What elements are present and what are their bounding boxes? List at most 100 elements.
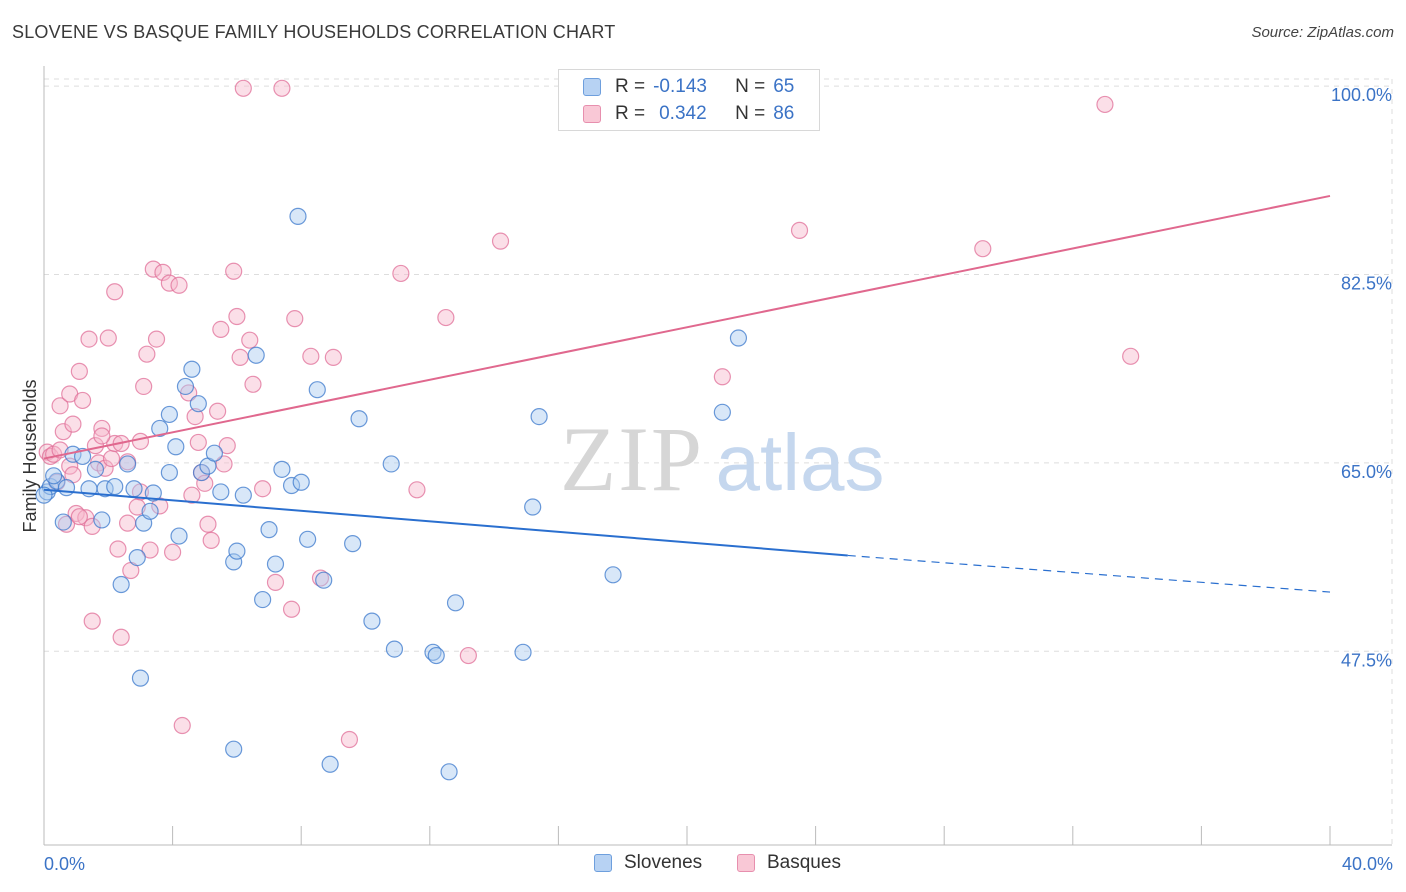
slovenes-n-value: 65 (773, 76, 795, 97)
basques-point (147, 330, 166, 348)
slovenes-point (440, 763, 458, 781)
slovenes-point (170, 527, 188, 545)
slovenes-point (160, 463, 178, 482)
slovenes-point (228, 542, 246, 560)
slovenes-point (212, 483, 230, 501)
slovenes-points (35, 207, 748, 781)
basques-point (713, 368, 731, 386)
slovenes-point (289, 207, 307, 225)
slovenes-point (282, 476, 301, 495)
basques-point (186, 407, 204, 426)
basques-r-value: 0.342 (659, 103, 707, 124)
slovenes-point (604, 566, 622, 584)
basques-point (83, 517, 101, 535)
y-tick-label: 82.5% (1341, 274, 1392, 294)
watermark: ZIP atlas (560, 408, 884, 510)
basques-trend-line (43, 194, 1331, 460)
slovenes-point (225, 553, 243, 571)
y-tick-label: 47.5% (1341, 650, 1392, 670)
basques-points (38, 79, 1140, 749)
slovenes-point (424, 643, 442, 661)
slovenes-swatch (583, 78, 601, 96)
slovenes-point (299, 530, 317, 548)
basques-point (80, 330, 98, 348)
basques-point (459, 646, 477, 665)
series-legend: Slovenes Basques (0, 852, 1406, 878)
basques-point (51, 397, 69, 415)
basques-point (1122, 347, 1140, 365)
slovenes-point (35, 486, 53, 504)
slovenes-point (266, 555, 285, 573)
basques-point (228, 307, 246, 326)
slovenes-point (363, 612, 381, 630)
basques-point (196, 474, 214, 492)
slovenes-point (344, 535, 362, 553)
slovenes-point (141, 502, 159, 520)
basques-point (790, 221, 809, 239)
y-tick-label: 65.0% (1341, 462, 1392, 482)
correlation-legend: R = -0.143 N = 65 R = 0.342 N = 86 (558, 69, 820, 131)
basques-point (209, 402, 227, 420)
slovenes-point (151, 419, 169, 438)
basques-point (144, 260, 162, 278)
basques-point (173, 716, 191, 735)
basques-legend-swatch (737, 854, 755, 872)
slovenes-point (385, 640, 404, 658)
basques-point (974, 240, 992, 258)
slovenes-trend-extension (847, 554, 1331, 593)
legend-row-basques: R = 0.342 N = 86 (583, 101, 794, 127)
basques-point (109, 540, 127, 558)
slovenes-point (350, 410, 368, 428)
basques-point (212, 320, 230, 339)
legend-item-slovenes[interactable]: Slovenes (594, 852, 702, 874)
x-tick-labels: 0.0% 40.0% (44, 854, 1393, 874)
slovenes-point (247, 346, 265, 364)
basques-n-value: 86 (773, 103, 795, 124)
basques-point (324, 348, 342, 366)
trend-lines (43, 194, 1331, 593)
basques-point (244, 375, 262, 393)
basques-point (282, 600, 301, 618)
legend-item-basques[interactable]: Basques (737, 852, 841, 874)
x-tick-label: 40.0% (1342, 854, 1393, 874)
basques-legend-label: Basques (767, 852, 841, 873)
basques-point (231, 348, 249, 366)
slovenes-legend-swatch (594, 854, 612, 872)
basques-point (392, 264, 410, 283)
basques-point (183, 486, 201, 504)
basques-point (234, 79, 252, 97)
slovenes-point (713, 403, 731, 421)
slovenes-point (192, 463, 211, 482)
basques-point (93, 427, 111, 445)
basques-point (83, 612, 101, 630)
slovenes-point (45, 467, 63, 485)
slovenes-point (315, 571, 333, 589)
basques-point (225, 262, 243, 280)
basques-point (131, 432, 150, 450)
basques-point (102, 449, 121, 468)
n-label: N = (735, 76, 766, 97)
basques-point (202, 531, 220, 549)
basques-point (437, 308, 455, 327)
slovenes-point (729, 329, 748, 347)
y-tick-label: 100.0% (1331, 85, 1392, 105)
slovenes-point (57, 479, 76, 497)
slovenes-point (292, 473, 310, 491)
slovenes-point (260, 521, 278, 539)
basques-point (164, 543, 182, 561)
y-axis-label: Family Households (20, 379, 40, 532)
basques-point (241, 331, 259, 349)
basques-point (118, 514, 137, 532)
basques-point (70, 508, 88, 526)
slovenes-point (167, 438, 185, 456)
slovenes-point (234, 486, 252, 504)
slovenes-point (128, 549, 146, 567)
slovenes-point (38, 483, 56, 501)
slovenes-point (382, 455, 400, 473)
watermark-atlas: atlas (716, 418, 885, 507)
watermark-zip: ZIP (560, 408, 704, 510)
basques-point (170, 276, 188, 294)
slovenes-point (524, 498, 542, 516)
basques-point (266, 573, 285, 591)
